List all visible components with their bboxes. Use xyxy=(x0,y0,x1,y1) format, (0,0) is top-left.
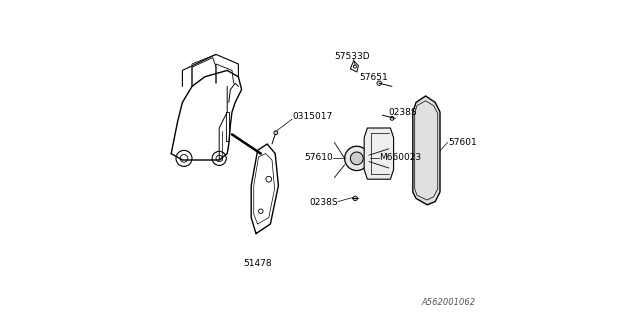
Circle shape xyxy=(377,81,381,85)
Polygon shape xyxy=(364,128,394,179)
Text: 0315017: 0315017 xyxy=(292,112,333,121)
Text: 0238S: 0238S xyxy=(309,198,338,207)
Text: 0238S: 0238S xyxy=(388,108,417,117)
Text: 51478: 51478 xyxy=(243,260,272,268)
Text: M660023: M660023 xyxy=(380,153,421,162)
Circle shape xyxy=(344,146,369,171)
Text: 57601: 57601 xyxy=(448,138,477,147)
Circle shape xyxy=(274,131,278,135)
Text: 57651: 57651 xyxy=(360,73,388,82)
Text: 57533D: 57533D xyxy=(334,52,370,60)
Circle shape xyxy=(353,196,357,201)
Text: 57610: 57610 xyxy=(304,153,333,162)
Polygon shape xyxy=(413,96,440,205)
Circle shape xyxy=(351,152,364,165)
Text: A562001062: A562001062 xyxy=(421,298,475,307)
Circle shape xyxy=(390,116,394,120)
